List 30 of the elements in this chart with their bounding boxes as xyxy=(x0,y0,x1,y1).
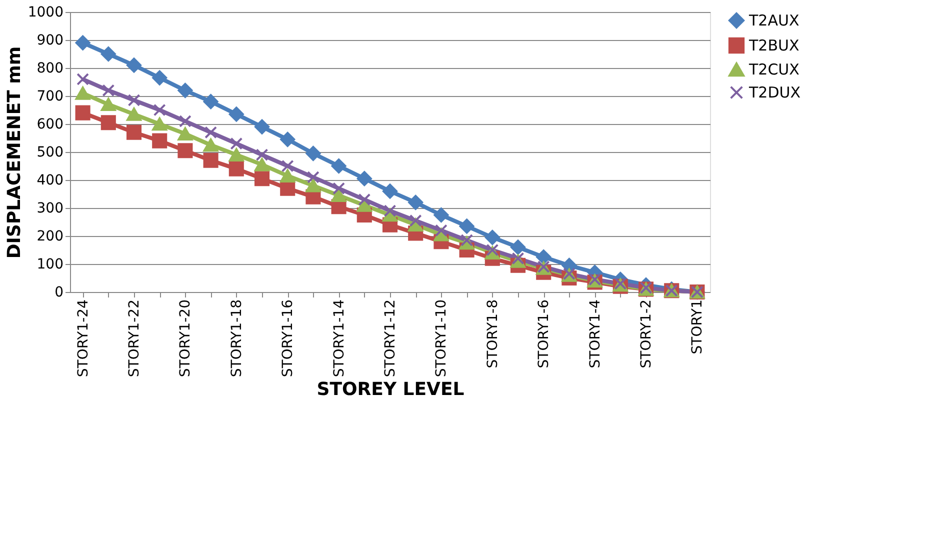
x-tick-label: STORY1 xyxy=(690,300,706,354)
x-tick-label: STORY1-12 xyxy=(382,300,398,378)
y-tick-label: 0 xyxy=(54,284,64,300)
x-tick-label: STORY1-8 xyxy=(484,300,501,368)
x-tick-label: STORY1-22 xyxy=(126,300,142,378)
y-tick-label: 500 xyxy=(36,144,64,160)
x-tick-label: STORY1-2 xyxy=(638,300,654,368)
y-axis-title: DISPLACEMENET mm xyxy=(4,46,25,259)
y-tick-label: 300 xyxy=(36,200,64,216)
legend-label: T2DUX xyxy=(748,84,801,102)
y-tick-label: 1000 xyxy=(28,4,64,20)
x-tick-label: STORY1-18 xyxy=(228,300,245,378)
y-tick-label: 700 xyxy=(36,88,64,104)
x-tick-label: STORY1-24 xyxy=(75,299,92,378)
y-tick-label: 800 xyxy=(36,60,64,76)
legend-label: T2CUX xyxy=(748,60,800,78)
x-tick-label: STORY1-16 xyxy=(280,299,296,378)
y-tick-label: 100 xyxy=(36,256,64,272)
y-tick-label: 400 xyxy=(36,172,64,188)
x-tick-label: STORY1-20 xyxy=(178,300,194,378)
y-tick-label: 200 xyxy=(36,228,64,244)
y-tick-label: 900 xyxy=(36,32,64,48)
x-tick-label: STORY1-4 xyxy=(587,299,604,368)
x-tick-label: STORY1-6 xyxy=(536,299,552,368)
x-tick-label: STORY1-14 xyxy=(331,299,348,378)
legend-label: T2BUX xyxy=(748,36,800,54)
legend-label: T2AUX xyxy=(748,12,800,30)
x-tick-label: STORY1-10 xyxy=(434,300,450,378)
x-axis-title: STOREY LEVEL xyxy=(316,379,464,400)
y-tick-label: 600 xyxy=(36,116,64,132)
